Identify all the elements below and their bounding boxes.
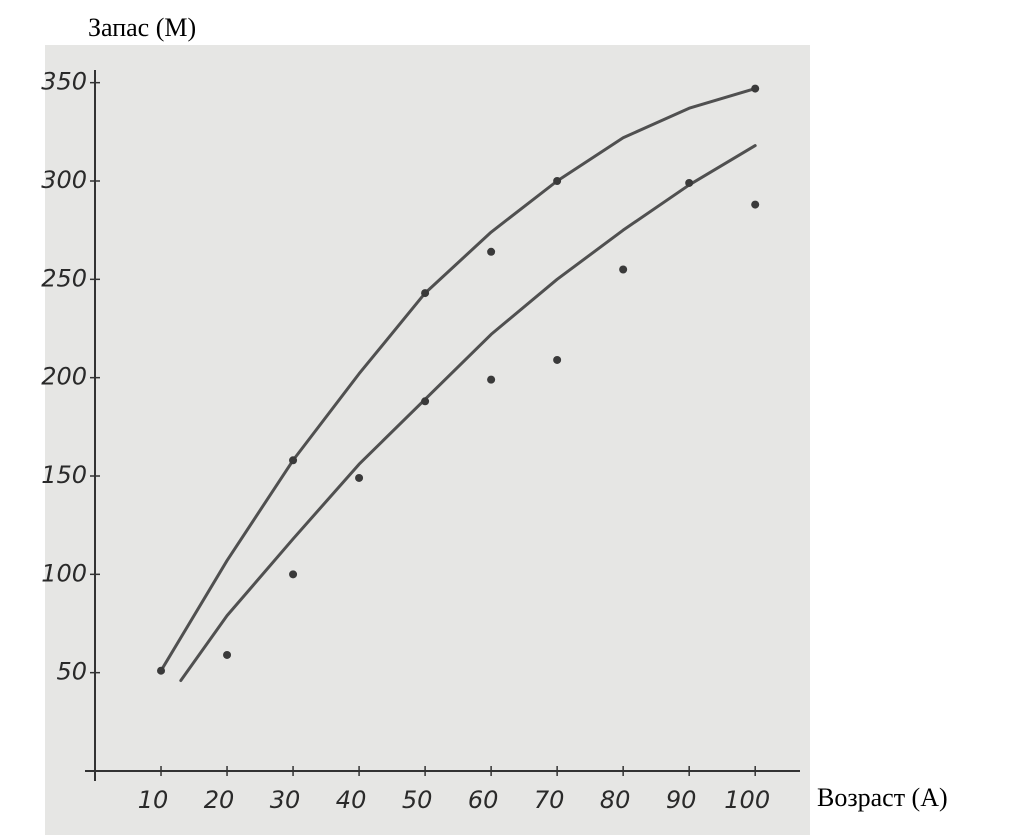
y-tick-label: 200 (41, 363, 87, 391)
paper-background (45, 45, 810, 835)
x-tick-label: 20 (204, 786, 235, 814)
y-tick-label: 50 (56, 658, 87, 686)
data-point (487, 375, 496, 384)
data-point (751, 200, 760, 209)
y-tick-label: 100 (41, 559, 87, 587)
x-tick-label: 100 (724, 786, 770, 814)
data-point (289, 456, 298, 465)
x-axis-title: Возраст (A) (817, 783, 948, 812)
y-tick-label: 300 (41, 166, 87, 194)
data-point (421, 289, 430, 298)
data-point (751, 84, 760, 93)
data-point (223, 650, 232, 659)
y-axis-title: Запас (M) (88, 13, 196, 42)
x-tick-label: 10 (138, 786, 169, 814)
fit-curve (179, 144, 757, 683)
data-point (685, 178, 694, 187)
x-tick-label: 90 (666, 786, 697, 814)
data-point (355, 473, 364, 482)
data-point (553, 355, 562, 364)
x-tick-label: 50 (402, 786, 433, 814)
data-point (421, 397, 430, 406)
data-point (157, 666, 166, 675)
x-tick-label: 40 (336, 786, 367, 814)
data-point (619, 265, 628, 274)
y-tick-label: 350 (41, 68, 87, 96)
y-tick-label: 150 (41, 461, 87, 489)
x-tick-label: 70 (534, 786, 565, 814)
x-tick-label: 60 (468, 786, 499, 814)
x-tick-label: 30 (270, 786, 301, 814)
data-point (487, 247, 496, 256)
x-tick-label: 80 (600, 786, 631, 814)
data-point (553, 177, 562, 185)
data-point (289, 570, 298, 579)
fit-curve (159, 87, 757, 673)
y-tick-label: 250 (41, 264, 87, 292)
